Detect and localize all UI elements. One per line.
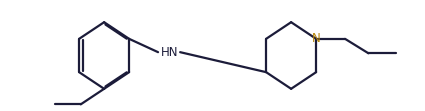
- Text: N: N: [312, 32, 320, 45]
- Text: HN: HN: [161, 46, 178, 59]
